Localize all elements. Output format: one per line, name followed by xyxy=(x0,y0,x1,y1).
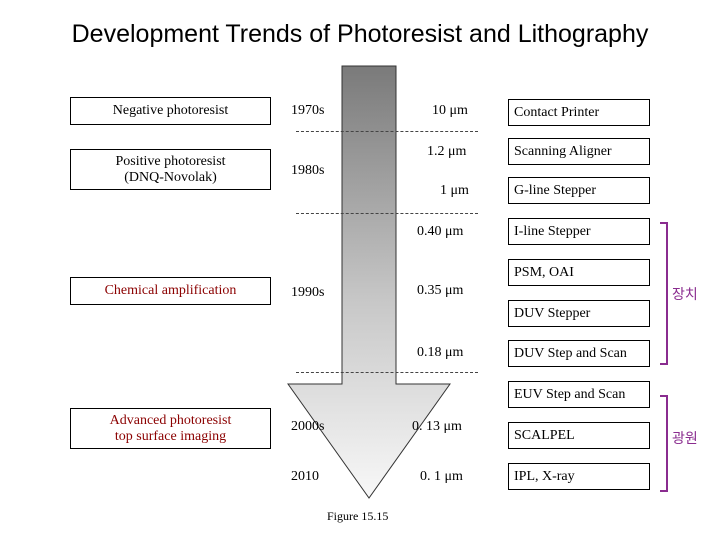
separator-1990s xyxy=(296,372,478,373)
separator-1980s xyxy=(296,213,478,214)
photoresist-box-chemical: Chemical amplification xyxy=(70,277,271,305)
photoresist-label: Positive photoresist (DNQ-Novolak) xyxy=(115,153,226,185)
feature-size: 0. 1 μm xyxy=(420,469,463,484)
photoresist-box-negative: Negative photoresist xyxy=(70,97,271,125)
tool-box: IPL, X-ray xyxy=(508,463,650,490)
photoresist-box-positive: Positive photoresist (DNQ-Novolak) xyxy=(70,149,271,190)
tool-label: Scanning Aligner xyxy=(514,143,612,159)
photoresist-label: Chemical amplification xyxy=(104,283,237,298)
tool-box: DUV Stepper xyxy=(508,300,650,327)
tool-label: EUV Step and Scan xyxy=(514,386,626,402)
tool-box: I-line Stepper xyxy=(508,218,650,245)
tool-label: PSM, OAI xyxy=(514,264,574,280)
bracket-light-source xyxy=(660,395,668,492)
photoresist-label: Advanced photoresist top surface imaging xyxy=(109,412,232,444)
feature-size: 10 μm xyxy=(432,103,468,118)
feature-size: 0.35 μm xyxy=(417,283,464,298)
bracket-label-equipment: 장치 xyxy=(672,287,698,303)
feature-size: 0.18 μm xyxy=(417,345,464,360)
era-label: 1970s xyxy=(291,103,325,118)
tool-label: Contact Printer xyxy=(514,104,600,120)
tool-box: G-line Stepper xyxy=(508,177,650,204)
tool-label: DUV Stepper xyxy=(514,305,591,321)
bracket-label-light-source: 광원 xyxy=(672,431,698,447)
figure-caption: Figure 15.15 xyxy=(327,509,389,523)
era-label: 2000s xyxy=(291,419,325,434)
page-title: Development Trends of Photoresist and Li… xyxy=(71,20,649,48)
feature-size: 0.40 μm xyxy=(417,224,464,239)
tool-box: PSM, OAI xyxy=(508,259,650,286)
tool-label: IPL, X-ray xyxy=(514,468,575,484)
feature-size: 1 μm xyxy=(440,183,469,198)
tool-label: SCALPEL xyxy=(514,427,575,443)
separator-1970s xyxy=(296,131,478,132)
feature-size: 1.2 μm xyxy=(427,144,467,159)
tool-label: I-line Stepper xyxy=(514,223,591,239)
era-label: 1990s xyxy=(291,285,325,300)
tool-box: SCALPEL xyxy=(508,422,650,449)
tool-label: G-line Stepper xyxy=(514,182,597,198)
photoresist-label: Negative photoresist xyxy=(112,103,229,118)
tool-box: Contact Printer xyxy=(508,99,650,126)
tool-label: DUV Step and Scan xyxy=(514,345,627,361)
tool-box: EUV Step and Scan xyxy=(508,381,650,408)
bracket-equipment xyxy=(660,222,668,365)
photoresist-box-advanced: Advanced photoresist top surface imaging xyxy=(70,408,271,449)
tool-box: Scanning Aligner xyxy=(508,138,650,165)
era-label: 1980s xyxy=(291,163,325,178)
feature-size: 0. 13 μm xyxy=(412,419,462,434)
tool-box: DUV Step and Scan xyxy=(508,340,650,367)
arrow-shape xyxy=(287,65,451,499)
era-label: 2010 xyxy=(291,469,319,484)
